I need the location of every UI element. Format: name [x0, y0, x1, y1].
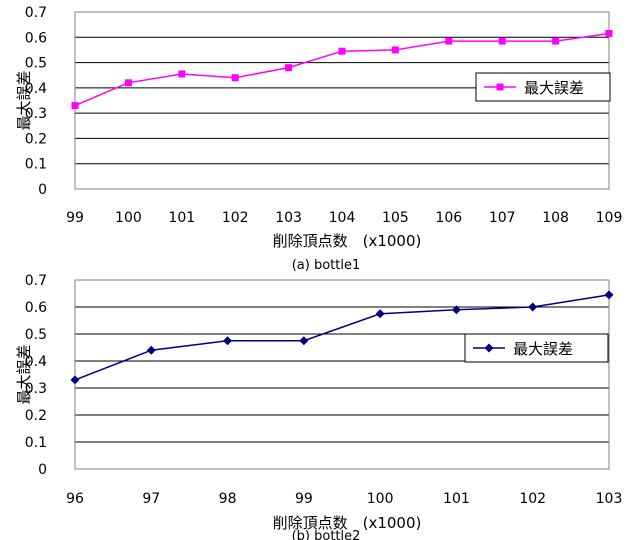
x-tick-label: 107 [489, 210, 516, 226]
data-point [445, 37, 453, 45]
y-axis-label: 最大誤差 [15, 70, 33, 130]
data-point [70, 375, 80, 385]
x-axis-label: 削除頂点数 (x1000) [273, 514, 422, 532]
x-tick-label: 103 [275, 210, 302, 226]
y-tick-label: 0.2 [25, 131, 47, 147]
legend-entry: 最大誤差 [524, 79, 584, 97]
series-markers [70, 290, 614, 385]
data-point [338, 47, 346, 55]
y-tick-label: 0.5 [25, 56, 47, 72]
data-point [71, 102, 79, 110]
legend: 最大誤差 [475, 72, 611, 102]
x-tick-label: 97 [142, 491, 160, 507]
y-tick-labels: 0 0.1 0.2 0.3 0.4 0.5 0.6 0.7 [25, 273, 47, 478]
x-tick-labels: 96 97 98 99 100 101 102 103 [66, 491, 622, 507]
x-tick-label: 106 [435, 210, 462, 226]
x-tick-label: 98 [219, 491, 237, 507]
x-tick-label: 101 [168, 210, 195, 226]
data-point [375, 309, 385, 319]
x-tick-label: 103 [596, 491, 623, 507]
x-tick-label: 102 [222, 210, 249, 226]
x-tick-label: 102 [519, 491, 546, 507]
grid-lines [75, 279, 609, 470]
data-point [223, 336, 233, 346]
data-point [451, 305, 461, 315]
chart-caption: (b) bottle2 [292, 529, 361, 540]
legend-marker [496, 83, 504, 91]
grid-lines [75, 11, 609, 190]
data-point [498, 37, 506, 45]
y-tick-label: 0.1 [25, 157, 47, 173]
data-point [604, 290, 614, 300]
chart-caption: (a) bottle1 [292, 258, 361, 273]
series-markers [71, 29, 613, 110]
data-point [391, 46, 399, 54]
x-tick-label: 99 [295, 491, 313, 507]
data-point [552, 37, 560, 45]
legend-marker [484, 343, 494, 353]
data-point [605, 29, 613, 37]
y-tick-label: 0.6 [25, 300, 47, 316]
chart-bottle1: 0 0.1 0.2 0.3 0.4 0.5 0.6 0.7 99 100 101 102 103 104… [15, 5, 622, 273]
data-point [299, 336, 309, 346]
y-tick-label: 0.2 [25, 408, 47, 424]
data-point [146, 345, 156, 355]
y-tick-label: 0.3 [25, 106, 47, 122]
y-tick-label: 0.6 [25, 30, 47, 46]
y-tick-label: 0 [38, 182, 47, 198]
data-point [124, 79, 132, 87]
y-tick-label: 0.7 [25, 273, 47, 289]
y-axis-label: 最大誤差 [15, 344, 33, 404]
data-point [285, 64, 293, 72]
legend-marker-sample [484, 343, 494, 353]
series-line [74, 294, 610, 381]
y-tick-label: 0.3 [25, 381, 47, 397]
x-axis-label: 削除頂点数 (x1000) [273, 232, 422, 250]
y-tick-label: 0.4 [25, 354, 47, 370]
legend-entry: 最大誤差 [513, 340, 573, 358]
data-point [231, 74, 239, 82]
y-tick-label: 0.4 [25, 81, 47, 97]
y-tick-label: 0 [38, 462, 47, 478]
data-point [528, 302, 538, 312]
x-tick-labels: 99 100 101 102 103 104 105 106 107 108 109 [66, 210, 622, 226]
series-line-path [74, 294, 610, 381]
x-tick-label: 96 [66, 491, 84, 507]
x-tick-label: 101 [443, 491, 470, 507]
legend-marker-sample [496, 83, 504, 91]
y-tick-labels: 0 0.1 0.2 0.3 0.4 0.5 0.6 0.7 [25, 5, 47, 198]
y-tick-label: 0.7 [25, 5, 47, 21]
x-tick-label: 104 [329, 210, 356, 226]
y-tick-label: 0.5 [25, 327, 47, 343]
x-tick-label: 100 [115, 210, 142, 226]
plot-area-border [74, 279, 610, 470]
x-tick-label: 100 [367, 491, 394, 507]
chart-bottle2: 0 0.1 0.2 0.3 0.4 0.5 0.6 0.7 96 97 98 99 100 101 102… [15, 273, 622, 540]
x-tick-label: 109 [596, 210, 623, 226]
x-tick-label: 108 [542, 210, 569, 226]
legend: 最大誤差 [464, 333, 609, 363]
x-tick-label: 99 [66, 210, 84, 226]
y-tick-label: 0.1 [25, 435, 47, 451]
x-tick-label: 105 [382, 210, 409, 226]
data-point [178, 70, 186, 78]
